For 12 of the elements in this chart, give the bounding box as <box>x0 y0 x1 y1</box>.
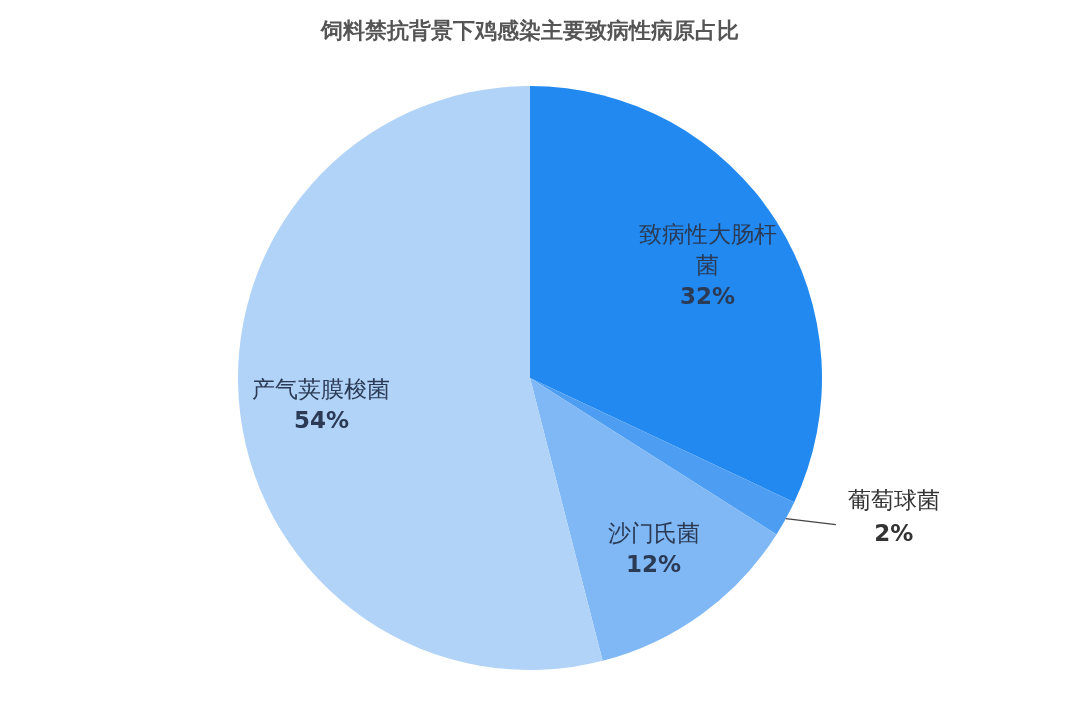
slice-label: 产气荚膜梭菌 <box>252 375 391 402</box>
slice-label: 致病性大肠杆菌 <box>638 221 777 279</box>
data-label: 2% <box>874 520 914 547</box>
pie-slice <box>238 86 603 670</box>
pie-slice <box>530 378 777 661</box>
pie-slice <box>530 86 822 503</box>
slice-label: 沙门氏菌 <box>607 519 700 546</box>
chart-title: 饲料禁抗背景下鸡感染主要致病性病原占比 <box>320 18 739 43</box>
slice-label: 葡萄球菌 <box>847 487 940 514</box>
data-label: 32% <box>679 283 736 310</box>
data-label: 12% <box>626 550 682 577</box>
data-label: 54% <box>293 406 349 433</box>
